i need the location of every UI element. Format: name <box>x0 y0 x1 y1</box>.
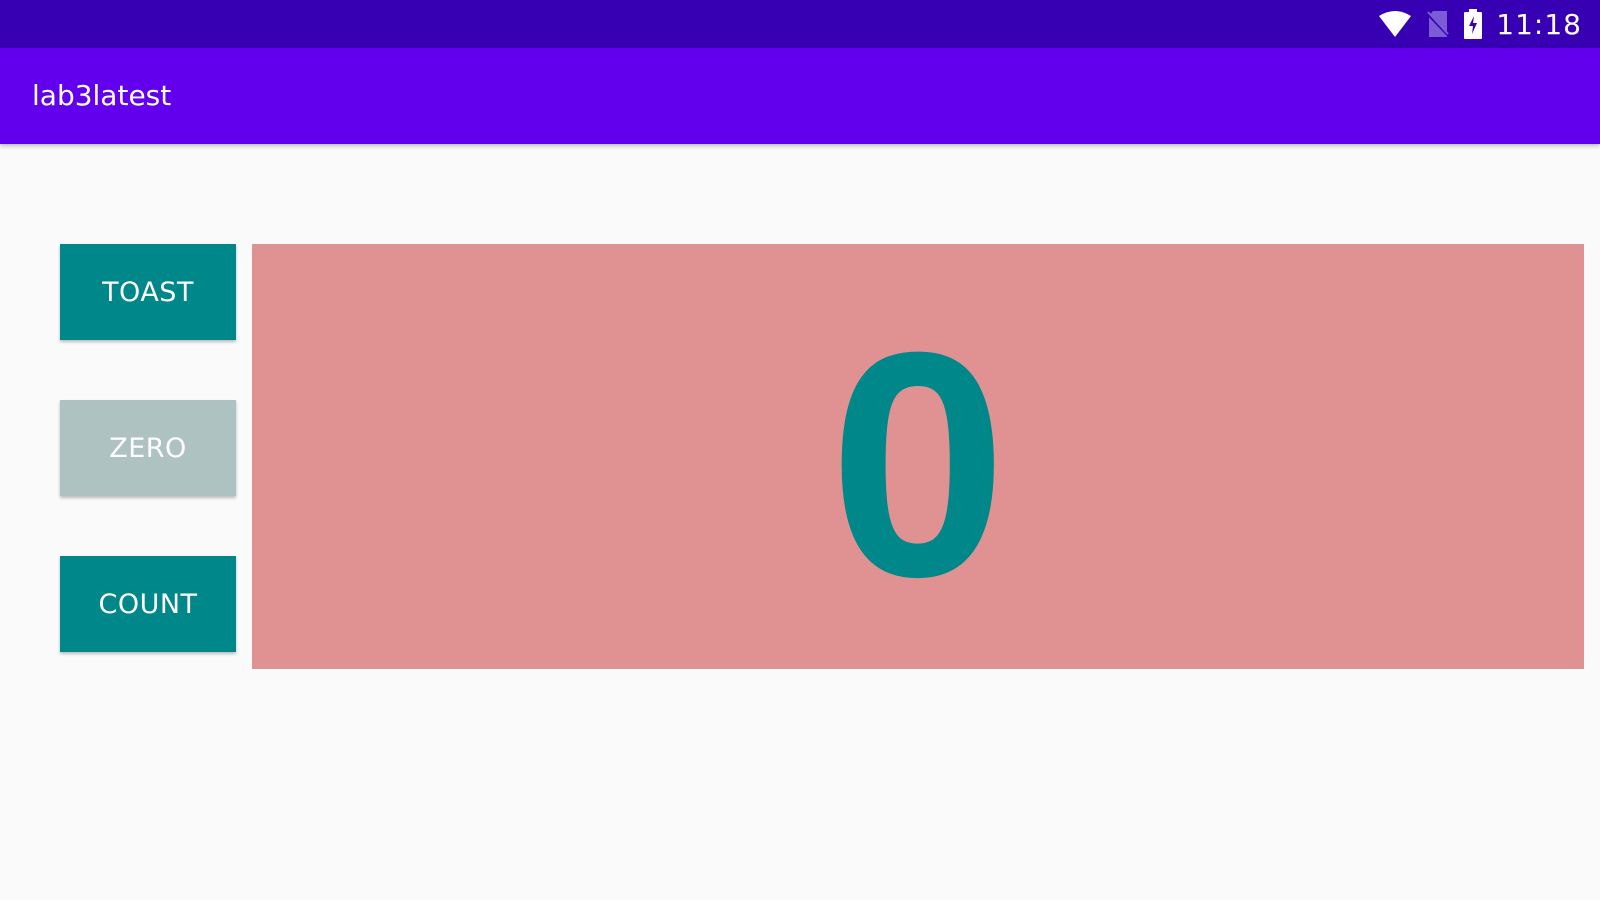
zero-button[interactable]: ZERO <box>60 400 236 496</box>
app-bar: lab3latest <box>0 48 1600 144</box>
wifi-icon <box>1378 10 1412 38</box>
count-display-panel: 0 <box>252 244 1584 669</box>
status-clock: 11:18 <box>1496 7 1582 41</box>
no-sim-icon <box>1426 10 1451 38</box>
status-icons: 11:18 <box>1378 0 1600 48</box>
count-button[interactable]: COUNT <box>60 556 236 652</box>
toast-button[interactable]: TOAST <box>60 244 236 340</box>
app-title: lab3latest <box>32 79 172 112</box>
status-bar: 11:18 <box>0 0 1600 48</box>
count-value: 0 <box>829 284 1007 643</box>
battery-charging-icon <box>1464 9 1483 39</box>
